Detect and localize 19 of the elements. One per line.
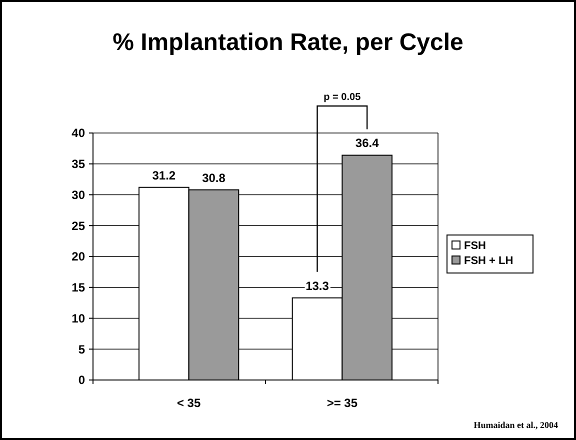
- y-tick-label: 15: [72, 280, 86, 295]
- data-label: 36.4: [355, 136, 380, 150]
- y-tick-label: 30: [72, 188, 86, 202]
- y-tick-label: 20: [72, 250, 86, 264]
- y-tick-label: 0: [78, 373, 86, 388]
- x-tick-label: < 35: [176, 396, 201, 410]
- y-tick-label: 40: [72, 126, 86, 140]
- y-tick-label: 25: [72, 218, 86, 233]
- data-label: 30.8: [202, 170, 226, 185]
- chart-title: % Implantation Rate, per Cycle: [112, 29, 464, 56]
- data-label: 31.2: [152, 168, 176, 182]
- x-tick-label: >= 35: [326, 396, 358, 410]
- legend-label: FSH: [464, 240, 486, 252]
- y-tick-label: 35: [72, 157, 86, 172]
- y-tick-label: 10: [72, 311, 86, 326]
- legend-label: FSH + LH: [464, 255, 514, 267]
- text: p = 0.05: [324, 92, 362, 103]
- y-tick-label: 5: [78, 342, 86, 356]
- text: Humaidan et al., 2004: [474, 420, 558, 430]
